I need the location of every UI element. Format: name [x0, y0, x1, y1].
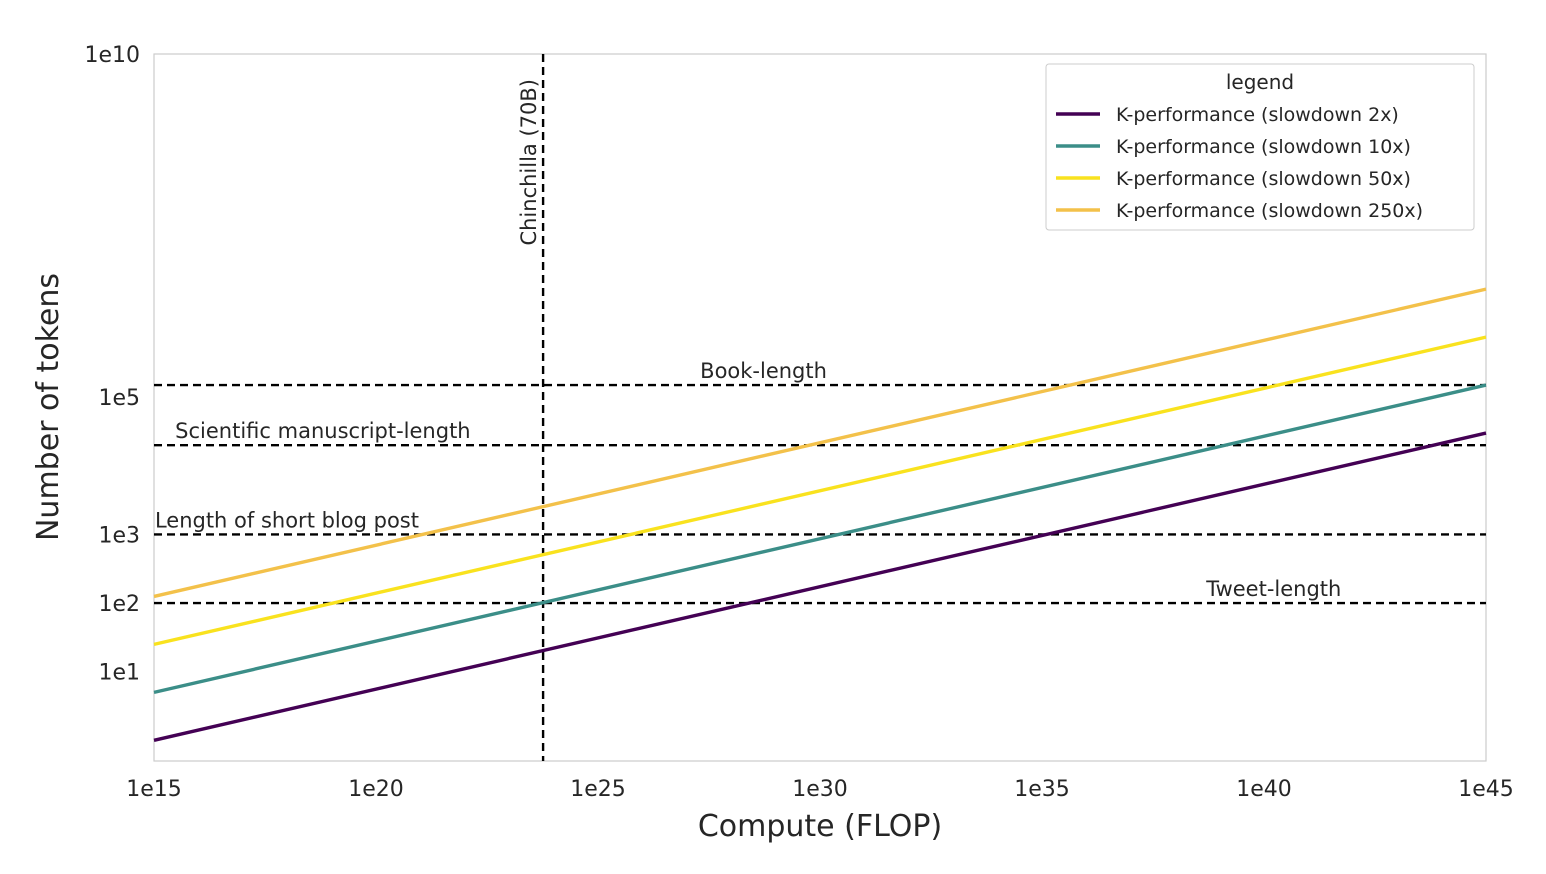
- x-tick-label: 1e20: [348, 777, 404, 802]
- y-tick-label: 1e3: [98, 523, 140, 548]
- legend-label: K-performance (slowdown 2x): [1116, 104, 1399, 126]
- legend-label: K-performance (slowdown 50x): [1116, 168, 1411, 190]
- hline-label: Book-length: [700, 359, 827, 383]
- series-line: [153, 383, 1487, 695]
- y-tick-label: 1e5: [98, 386, 140, 411]
- vline-label: Chinchilla (70B): [517, 79, 541, 246]
- y-tick-label: 1e2: [98, 592, 140, 617]
- x-tick-label: 1e35: [1014, 777, 1070, 802]
- legend-items: K-performance (slowdown 2x) K-performance…: [1056, 104, 1423, 222]
- x-tick-label: 1e15: [126, 777, 182, 802]
- x-axis-title: Compute (FLOP): [698, 809, 942, 844]
- legend: legend K-performance (slowdown 2x)K-perf…: [1045, 63, 1475, 231]
- hline-label: Scientific manuscript-length: [175, 419, 470, 443]
- x-tick-label: 1e25: [570, 777, 626, 802]
- legend-label: K-performance (slowdown 250x): [1116, 200, 1423, 222]
- y-axis-ticks: 1e1 1e2 1e3 1e5 1e10: [84, 43, 140, 686]
- legend-title: legend: [1226, 70, 1294, 94]
- x-tick-label: 1e40: [1236, 777, 1292, 802]
- hline-label: Tweet-length: [1205, 577, 1341, 601]
- x-tick-label: 1e30: [792, 777, 848, 802]
- legend-label: K-performance (slowdown 10x): [1116, 136, 1411, 158]
- reference-lines: Book-length Scientific manuscript-length L…: [154, 54, 1486, 761]
- series-line: [153, 335, 1487, 647]
- series-lines: [153, 287, 1487, 742]
- y-axis-title: Number of tokens: [31, 273, 66, 541]
- y-tick-label: 1e1: [98, 661, 140, 686]
- series-line: [153, 431, 1487, 742]
- x-tick-label: 1e45: [1458, 777, 1514, 802]
- y-tick-label: 1e10: [84, 43, 140, 68]
- x-axis-ticks: 1e15 1e20 1e25 1e30 1e35 1e40 1e45: [126, 777, 1514, 802]
- series-line: [153, 287, 1487, 599]
- hline-label: Length of short blog post: [155, 508, 419, 532]
- legend-frame: [1045, 63, 1475, 231]
